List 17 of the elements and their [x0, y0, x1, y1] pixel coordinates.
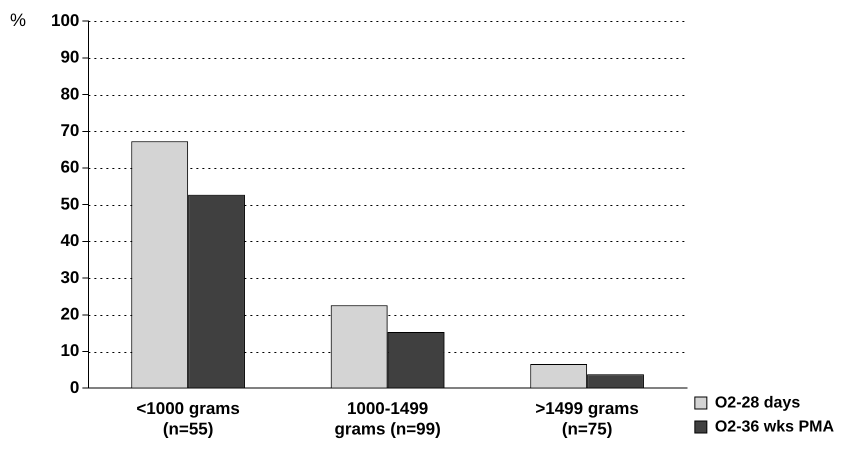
y-tick-label: 0	[70, 378, 80, 397]
legend-label: O2-28 days	[714, 394, 800, 412]
y-tick-label: 80	[60, 84, 80, 104]
y-tick-label: 90	[60, 48, 80, 67]
y-tick-label: 20	[60, 304, 80, 324]
y-tick-label: 70	[60, 120, 80, 140]
y-tick-label: 60	[60, 158, 80, 177]
y-tick-label: 40	[60, 231, 80, 250]
y-tick-label: 100	[50, 10, 80, 30]
y-tick-label: 30	[60, 268, 80, 287]
x-tick-label: <1000 grams (n=55)	[136, 399, 240, 438]
x-tick-label: >1499 grams (n=75)	[535, 399, 639, 438]
y-axis-title: %	[10, 10, 26, 30]
y-tick-label: 50	[60, 194, 80, 214]
x-tick-label: 1000-1499 grams (n=99)	[334, 399, 441, 438]
legend-label: O2-36 wks PMA	[714, 418, 834, 436]
y-tick-label: 10	[60, 341, 80, 360]
